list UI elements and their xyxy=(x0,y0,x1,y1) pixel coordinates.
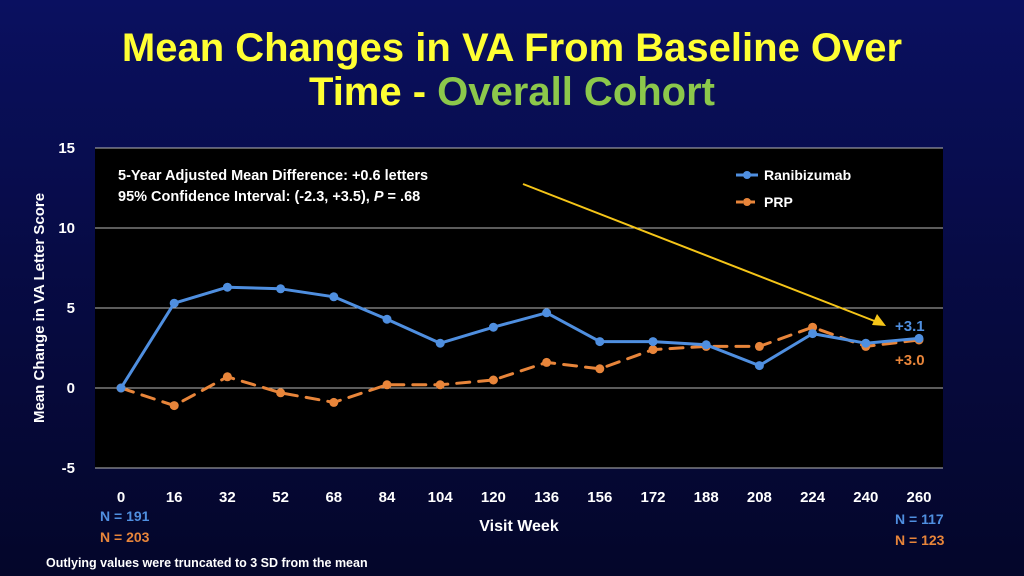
series-line-ranibizumab xyxy=(119,285,921,390)
annotation-p-value: = .68 xyxy=(383,189,421,205)
data-point-prp xyxy=(488,375,498,385)
n-count-end-ranibizumab: N = 117 xyxy=(895,511,944,527)
title-line-2: Time - Overall Cohort xyxy=(0,70,1024,114)
title-line-1: Mean Changes in VA From Baseline Over xyxy=(121,26,903,70)
data-point-prp xyxy=(276,388,286,398)
data-point-ranibizumab xyxy=(276,284,286,294)
data-point-prp xyxy=(435,380,445,390)
x-tick-label: 120 xyxy=(481,489,506,506)
x-tick-label: 240 xyxy=(853,489,878,506)
annotation-ci: 95% Confidence Interval: (-2.3, +3.5), P… xyxy=(118,187,428,208)
data-point-prp xyxy=(754,341,764,351)
annotation-box: 5-Year Adjusted Mean Difference: +0.6 le… xyxy=(118,166,428,208)
x-tick-label: 0 xyxy=(117,489,125,506)
data-point-prp xyxy=(595,364,605,374)
data-point-ranibizumab xyxy=(542,308,552,318)
y-tick-label: 15 xyxy=(58,140,75,157)
x-tick-label: 104 xyxy=(428,489,454,506)
data-point-prp xyxy=(382,380,392,390)
data-point-prp xyxy=(808,322,818,332)
annotation-arrow-head xyxy=(872,314,886,326)
y-tick-label: -5 xyxy=(62,460,75,477)
data-point-ranibizumab xyxy=(435,338,445,348)
legend-label-prp: PRP xyxy=(764,194,793,210)
data-point-prp xyxy=(222,372,232,382)
data-point-prp xyxy=(329,397,339,407)
n-count-start: N = 191 N = 203 xyxy=(100,506,149,548)
n-count-end-prp: N = 123 xyxy=(895,532,945,548)
x-tick-label: 208 xyxy=(747,489,772,506)
x-tick-label: 172 xyxy=(640,489,665,506)
data-point-ranibizumab xyxy=(169,298,179,308)
y-tick-label: 5 xyxy=(67,300,75,317)
data-point-ranibizumab xyxy=(861,338,871,348)
title-line-2-main: Time - xyxy=(308,70,438,114)
n-count-start-ranibizumab: N = 191 xyxy=(100,508,150,524)
x-tick-label: 224 xyxy=(800,489,826,506)
data-point-ranibizumab xyxy=(382,314,392,324)
legend-label-ranibizumab: Ranibizumab xyxy=(764,167,851,183)
data-point-prp xyxy=(542,357,552,367)
series-line-prp xyxy=(119,325,921,408)
title-accent: Overall Cohort xyxy=(437,70,716,114)
x-tick-label: 84 xyxy=(379,489,396,506)
data-point-ranibizumab xyxy=(488,322,498,332)
x-tick-label: 260 xyxy=(906,489,931,506)
footnote: Outlying values were truncated to 3 SD f… xyxy=(46,556,368,570)
n-count-end: N = 117 N = 123 xyxy=(895,509,944,551)
annotation-arrow-line xyxy=(522,183,878,323)
data-point-ranibizumab xyxy=(754,361,764,371)
x-tick-label: 52 xyxy=(272,489,289,506)
n-count-start-prp: N = 203 xyxy=(100,529,150,545)
legend-marker-prp xyxy=(743,198,751,206)
data-point-prp xyxy=(169,401,179,411)
data-point-ranibizumab xyxy=(701,340,711,350)
data-point-ranibizumab xyxy=(329,292,339,302)
end-label-prp: +3.0 xyxy=(895,352,925,369)
annotation-p-symbol: P xyxy=(373,189,384,205)
data-point-ranibizumab xyxy=(808,329,818,339)
y-axis-title: Mean Change in VA Letter Score xyxy=(31,193,48,423)
data-point-ranibizumab xyxy=(914,333,924,343)
data-point-ranibizumab xyxy=(648,337,658,347)
x-tick-label: 136 xyxy=(534,489,559,506)
end-label-ranibizumab: +3.1 xyxy=(895,318,925,335)
data-point-ranibizumab xyxy=(222,282,232,292)
annotation-difference: 5-Year Adjusted Mean Difference: +0.6 le… xyxy=(118,168,429,184)
x-tick-label: 68 xyxy=(325,489,342,506)
x-tick-label: 32 xyxy=(219,489,236,506)
data-point-ranibizumab xyxy=(116,383,126,393)
data-point-ranibizumab xyxy=(595,337,605,347)
y-tick-label: 10 xyxy=(58,220,75,237)
chart-title: Mean Changes in VA From Baseline Over Ti… xyxy=(0,26,1024,114)
annotation-ci-text: 95% Confidence Interval: (-2.3, +3.5), xyxy=(118,189,374,205)
x-tick-label: 156 xyxy=(587,489,612,506)
x-tick-label: 16 xyxy=(166,489,183,506)
data-point-prp xyxy=(648,345,658,355)
y-tick-label: 0 xyxy=(67,380,75,397)
x-axis-title: Visit Week xyxy=(479,518,559,535)
legend-marker-ranibizumab xyxy=(743,171,751,179)
x-tick-label: 188 xyxy=(694,489,719,506)
